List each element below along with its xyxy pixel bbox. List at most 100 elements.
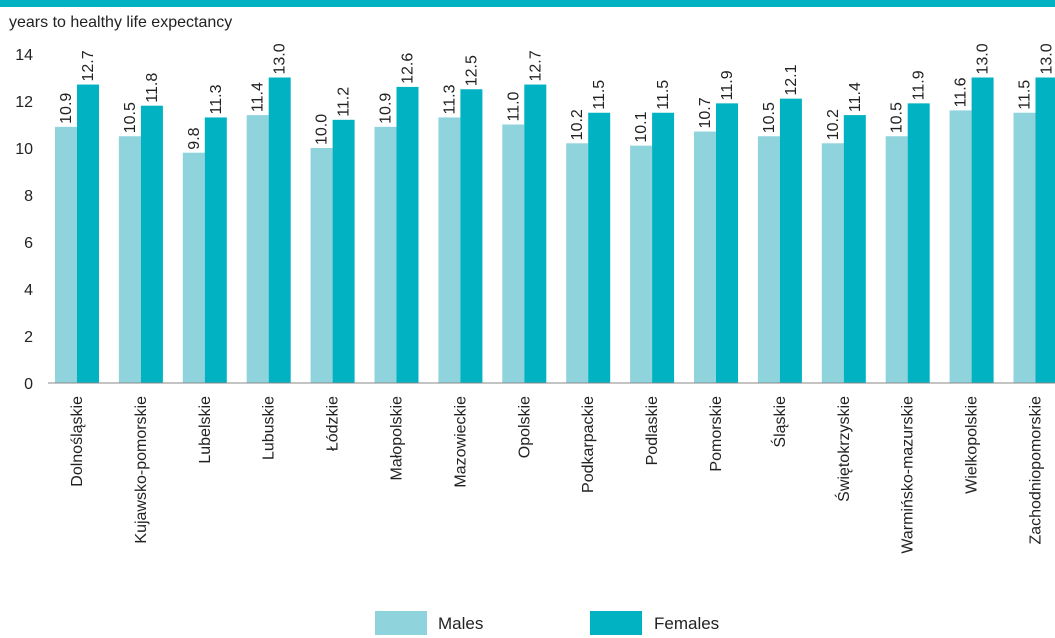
category-label: Zachodniopomorskie <box>1028 396 1045 545</box>
bar-females <box>268 77 291 383</box>
bar-males <box>502 124 525 383</box>
y-tick-label: 8 <box>24 188 33 205</box>
category-label: Dolnośląskie <box>69 396 86 487</box>
legend-swatch-females <box>590 611 642 635</box>
data-labels: 10.9 12.7 10.5 11.8 9.8 11.3 11.4 13.0 10.0 11.2 1… <box>58 43 1055 149</box>
category-label: Kujawsko-pomorskie <box>133 396 150 544</box>
bar-males <box>55 126 77 383</box>
data-label: 13.0 <box>975 43 992 74</box>
data-label: 11.2 <box>336 87 353 117</box>
legend-swatch-males <box>375 611 427 635</box>
bar-males <box>246 115 269 383</box>
data-label: 11.5 <box>591 80 608 110</box>
category-label: Lubuskie <box>261 396 278 460</box>
data-label: 11.4 <box>250 82 267 112</box>
bar-males <box>630 145 653 383</box>
y-axis-ticks: 0 2 4 6 8 10 12 14 <box>15 47 33 393</box>
data-label: 12.6 <box>400 53 417 84</box>
y-tick-label: 6 <box>24 235 33 252</box>
category-label: Podkarpackie <box>580 396 597 493</box>
bar-males <box>310 148 333 383</box>
bar-females <box>907 103 930 383</box>
data-label: 11.6 <box>953 77 970 107</box>
y-tick-label: 4 <box>24 282 33 299</box>
bar-males <box>566 143 589 383</box>
category-label: Wielkopolskie <box>964 396 981 494</box>
data-label: 10.5 <box>761 102 778 133</box>
y-tick-label: 0 <box>24 376 33 393</box>
bar-females <box>77 84 99 384</box>
legend-label: Females <box>654 614 719 633</box>
bar-females <box>652 112 675 383</box>
bar-females <box>779 98 802 384</box>
bar-males <box>821 143 844 383</box>
category-label: Małopolskie <box>389 396 406 481</box>
bar-females <box>971 77 994 383</box>
category-label: Lubelskie <box>197 396 214 464</box>
bar-males <box>438 117 461 383</box>
data-label: 10.5 <box>122 102 139 133</box>
bar-females <box>332 119 355 384</box>
y-tick-label: 12 <box>15 94 33 111</box>
category-labels: Dolnośląskie Kujawsko-pomorskie Lubelskie L… <box>69 396 1045 554</box>
bar-females <box>716 103 738 383</box>
data-label: 12.1 <box>783 64 800 95</box>
bars <box>55 77 1055 384</box>
bar-females <box>524 84 547 384</box>
category-label: Warmińsko-mazurskie <box>900 396 917 554</box>
data-label: 11.3 <box>208 84 225 114</box>
data-label: 10.9 <box>58 93 75 124</box>
data-label: 11.5 <box>655 80 672 110</box>
category-label: Śląskie <box>770 396 789 448</box>
data-label: 11.4 <box>847 82 864 112</box>
data-label: 13.0 <box>272 43 289 74</box>
data-label: 12.7 <box>80 50 97 81</box>
title-band-bar <box>0 0 1055 7</box>
data-label: 9.8 <box>186 127 203 149</box>
bar-males <box>1013 112 1036 383</box>
y-tick-label: 14 <box>15 47 33 64</box>
data-label: 11.8 <box>144 73 161 103</box>
data-label: 10.7 <box>697 97 714 128</box>
bar-males <box>182 152 205 383</box>
bar-males <box>885 136 908 383</box>
bar-males <box>949 110 972 384</box>
category-label: Opolskie <box>516 396 533 458</box>
data-label: 10.1 <box>633 111 650 142</box>
data-label: 10.5 <box>889 102 906 133</box>
legend: Males Females <box>375 611 719 635</box>
data-label: 13.0 <box>1039 43 1055 74</box>
category-label: Łódzkie <box>325 396 342 451</box>
category-label: Świętokrzyskie <box>834 396 853 502</box>
data-label: 12.5 <box>463 55 480 86</box>
data-label: 11.9 <box>719 70 736 100</box>
data-label: 11.0 <box>505 91 522 121</box>
bar-males <box>374 126 397 383</box>
bar-females <box>140 105 163 383</box>
bar-females <box>1035 77 1055 383</box>
bar-females <box>588 112 611 383</box>
legend-label: Males <box>438 614 483 633</box>
category-label: Pomorskie <box>708 396 725 472</box>
data-label: 10.0 <box>314 114 331 145</box>
y-tick-label: 2 <box>24 329 33 346</box>
y-tick-label: 10 <box>15 141 33 158</box>
bar-males <box>118 136 141 383</box>
data-label: 12.7 <box>527 50 544 81</box>
bar-females <box>396 86 419 384</box>
category-label: Mazowieckie <box>452 396 469 488</box>
data-label: 11.3 <box>441 84 458 114</box>
bar-males <box>757 136 780 383</box>
data-label: 10.2 <box>569 109 586 140</box>
bar-males <box>694 131 716 383</box>
category-label: Podlaskie <box>644 396 661 465</box>
data-label: 11.5 <box>1017 80 1034 110</box>
bar-females <box>843 115 866 383</box>
data-label: 10.9 <box>378 93 395 124</box>
bar-females <box>204 117 227 383</box>
bar-females <box>460 89 483 383</box>
data-label: 10.2 <box>825 109 842 140</box>
y-axis-label: years to healthy life expectancy <box>9 14 232 31</box>
data-label: 11.9 <box>911 70 928 100</box>
